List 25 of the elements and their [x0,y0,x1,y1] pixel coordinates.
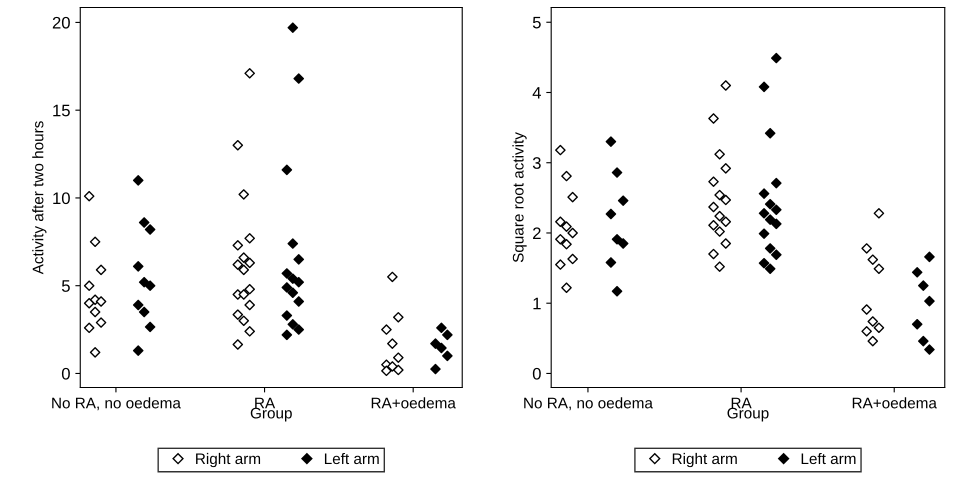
x-tick-label: RA [732,398,752,408]
y-tick-label: 2 [533,227,541,240]
y-tick-label: 5 [62,280,70,292]
x-tick-label: RA [255,398,276,408]
y-tick-label: 15 [53,104,70,116]
y-tick-label: 5 [532,16,541,28]
y-axis-title: Activity after two hours [32,121,46,274]
y-tick-label: 20 [52,16,70,29]
x-tick-label: No RA, no oedema [52,397,181,410]
y-tick-label: 10 [53,192,70,204]
y-tick-label: 0 [532,368,541,380]
x-tick-label: RA+oedema [372,397,456,408]
legend-label: Right arm [672,452,737,468]
y-axis-title: Square root activity [512,132,527,262]
legend-label: Left arm [324,452,379,464]
x-tick-label: No RA, no oedema [524,397,653,410]
x-axis-title: Group [250,408,292,422]
y-tick-label: 3 [532,157,541,169]
legend-label: Right arm [196,452,260,468]
y-tick-label: 1 [533,298,541,310]
legend-label: Left arm [802,452,856,464]
x-tick-label: RA+oedema [852,397,937,408]
x-axis-title: Group [728,408,769,422]
y-tick-label: 0 [62,368,70,380]
y-tick-label: 4 [532,87,541,99]
